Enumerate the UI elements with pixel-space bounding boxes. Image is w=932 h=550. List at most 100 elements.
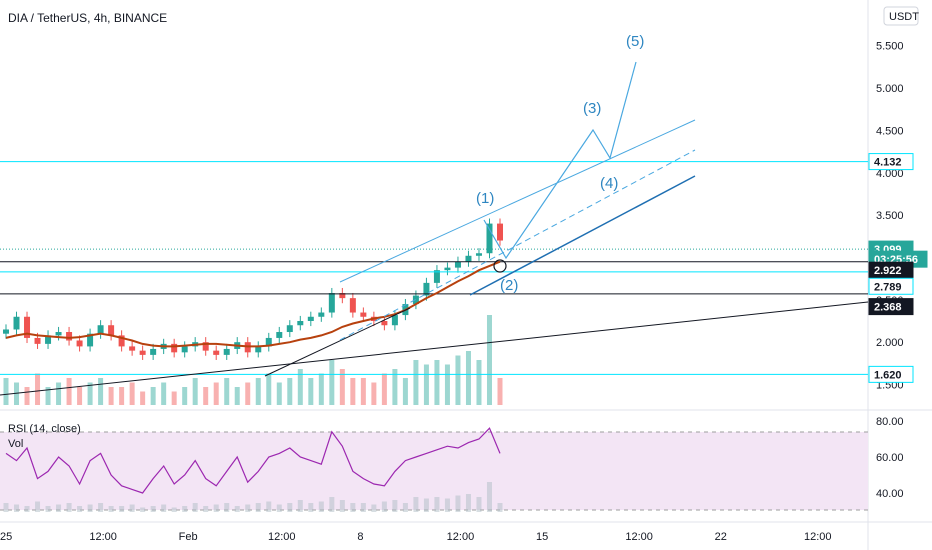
volume-bar xyxy=(234,387,240,405)
time-label-6: 15 xyxy=(536,531,548,543)
price-tick-4: 3.500 xyxy=(876,210,904,222)
channel-upper-line xyxy=(339,119,696,283)
volume-bar xyxy=(224,378,230,405)
rsi-volume-bar xyxy=(392,500,398,512)
rsi-volume-bar xyxy=(140,507,146,512)
moving-average-line xyxy=(5,260,501,348)
price-badge-4 xyxy=(868,277,914,295)
candle-body xyxy=(497,223,503,241)
volume-bar xyxy=(486,315,492,405)
price-badge-label-4: 2.789 xyxy=(874,281,902,293)
time-label-0: 25 xyxy=(0,531,12,543)
candle-body xyxy=(381,321,388,326)
candle-body xyxy=(24,316,31,338)
rsi-volume-bar xyxy=(129,504,135,512)
price-axis[interactable]: 5.5005.0004.5004.0003.5003.0002.5002.000… xyxy=(876,41,904,392)
volume-bar xyxy=(87,382,93,405)
volume-bar xyxy=(108,387,114,405)
volume-bar xyxy=(339,369,345,405)
volume-bar xyxy=(150,387,156,405)
volume-bar xyxy=(381,373,387,405)
volume-bar xyxy=(350,378,356,405)
candle-body xyxy=(360,312,367,317)
price-badge-6 xyxy=(868,365,914,383)
rsi-volume-bar xyxy=(297,500,303,512)
price-tick-0: 5.500 xyxy=(876,41,904,53)
rsi-volume-bar xyxy=(308,503,314,512)
wave-label-5: (5) xyxy=(626,33,644,50)
rsi-volume-bar xyxy=(329,497,335,512)
rsi-volume-bar xyxy=(476,497,482,512)
rsi-volume-bar xyxy=(45,506,51,512)
rsi-tick-1: 60.00 xyxy=(876,452,904,464)
candle-body xyxy=(444,267,451,271)
rsi-volume-bar xyxy=(203,506,209,512)
currency-label: USDT xyxy=(889,11,919,23)
rsi-volume-bar xyxy=(77,506,83,512)
candle-body xyxy=(45,335,52,344)
volume-bar xyxy=(66,378,72,405)
volume-bar xyxy=(266,373,272,405)
rsi-volume-bar xyxy=(24,506,30,512)
volume-bar xyxy=(297,369,303,405)
rsi-volume-bar xyxy=(234,506,240,512)
candle-body xyxy=(55,332,62,336)
volume-bar xyxy=(35,373,41,405)
candle-body xyxy=(328,293,335,313)
rsi-volume-bar xyxy=(371,504,377,512)
symbol-title: DIA / TetherUS, 4h, BINANCE xyxy=(8,11,167,25)
trendlines xyxy=(0,61,869,396)
candle-body xyxy=(465,255,472,262)
rsi-volume-bar xyxy=(150,506,156,512)
volume-bar xyxy=(140,391,146,405)
candle-body xyxy=(202,342,209,351)
candle-body xyxy=(171,343,178,353)
candle-body xyxy=(276,332,283,338)
rsi-volume-bar xyxy=(14,504,20,512)
short-trendline xyxy=(264,307,411,377)
rsi-volume-bar xyxy=(161,504,167,512)
long-trendline xyxy=(0,301,869,396)
price-badge-0 xyxy=(868,153,914,171)
rsi-volume-bar xyxy=(318,501,324,512)
candle-body xyxy=(97,325,104,334)
volume-bars xyxy=(3,315,503,405)
rsi-tick-0: 80.00 xyxy=(876,416,904,428)
volume-bar xyxy=(371,382,377,405)
volume-bar xyxy=(3,378,9,405)
rsi-volume-bar xyxy=(119,506,125,512)
volume-bar xyxy=(329,360,335,405)
time-label-5: 12:00 xyxy=(447,531,475,543)
candle-body xyxy=(66,332,73,341)
rsi-line xyxy=(5,427,501,494)
volume-bar xyxy=(119,387,125,405)
candle-body xyxy=(3,329,9,334)
time-label-9: 12:00 xyxy=(804,531,832,543)
price-tick-3: 4.000 xyxy=(876,168,904,180)
channel-lower-line xyxy=(469,175,696,296)
volume-bar xyxy=(476,360,482,405)
candle-body xyxy=(265,337,272,347)
volume-bar xyxy=(423,364,429,405)
candle-body xyxy=(13,316,20,330)
volume-bar xyxy=(45,387,51,405)
currency-badge[interactable] xyxy=(883,6,919,26)
rsi-volume-bar xyxy=(413,497,419,512)
volume-bar xyxy=(98,378,104,405)
volume-bar xyxy=(318,373,324,405)
price-tick-2: 4.500 xyxy=(876,125,904,137)
volume-bar xyxy=(203,387,209,405)
wave-label-2: (2) xyxy=(500,277,518,294)
rsi-volume-bar xyxy=(182,506,188,512)
volume-bar xyxy=(287,378,293,405)
candle-body xyxy=(486,223,493,254)
rsi-volume-bar xyxy=(224,503,230,512)
time-axis[interactable]: 25 12:00 Feb 12:00 8 12:00 15 12:00 22 12:00 xyxy=(0,531,832,543)
rsi-axis[interactable]: 80.00 60.00 40.00 xyxy=(876,416,904,500)
candle-body xyxy=(118,335,125,347)
rsi-volume-bar xyxy=(465,494,471,512)
volume-bar xyxy=(77,387,83,405)
candle-body xyxy=(454,261,461,268)
